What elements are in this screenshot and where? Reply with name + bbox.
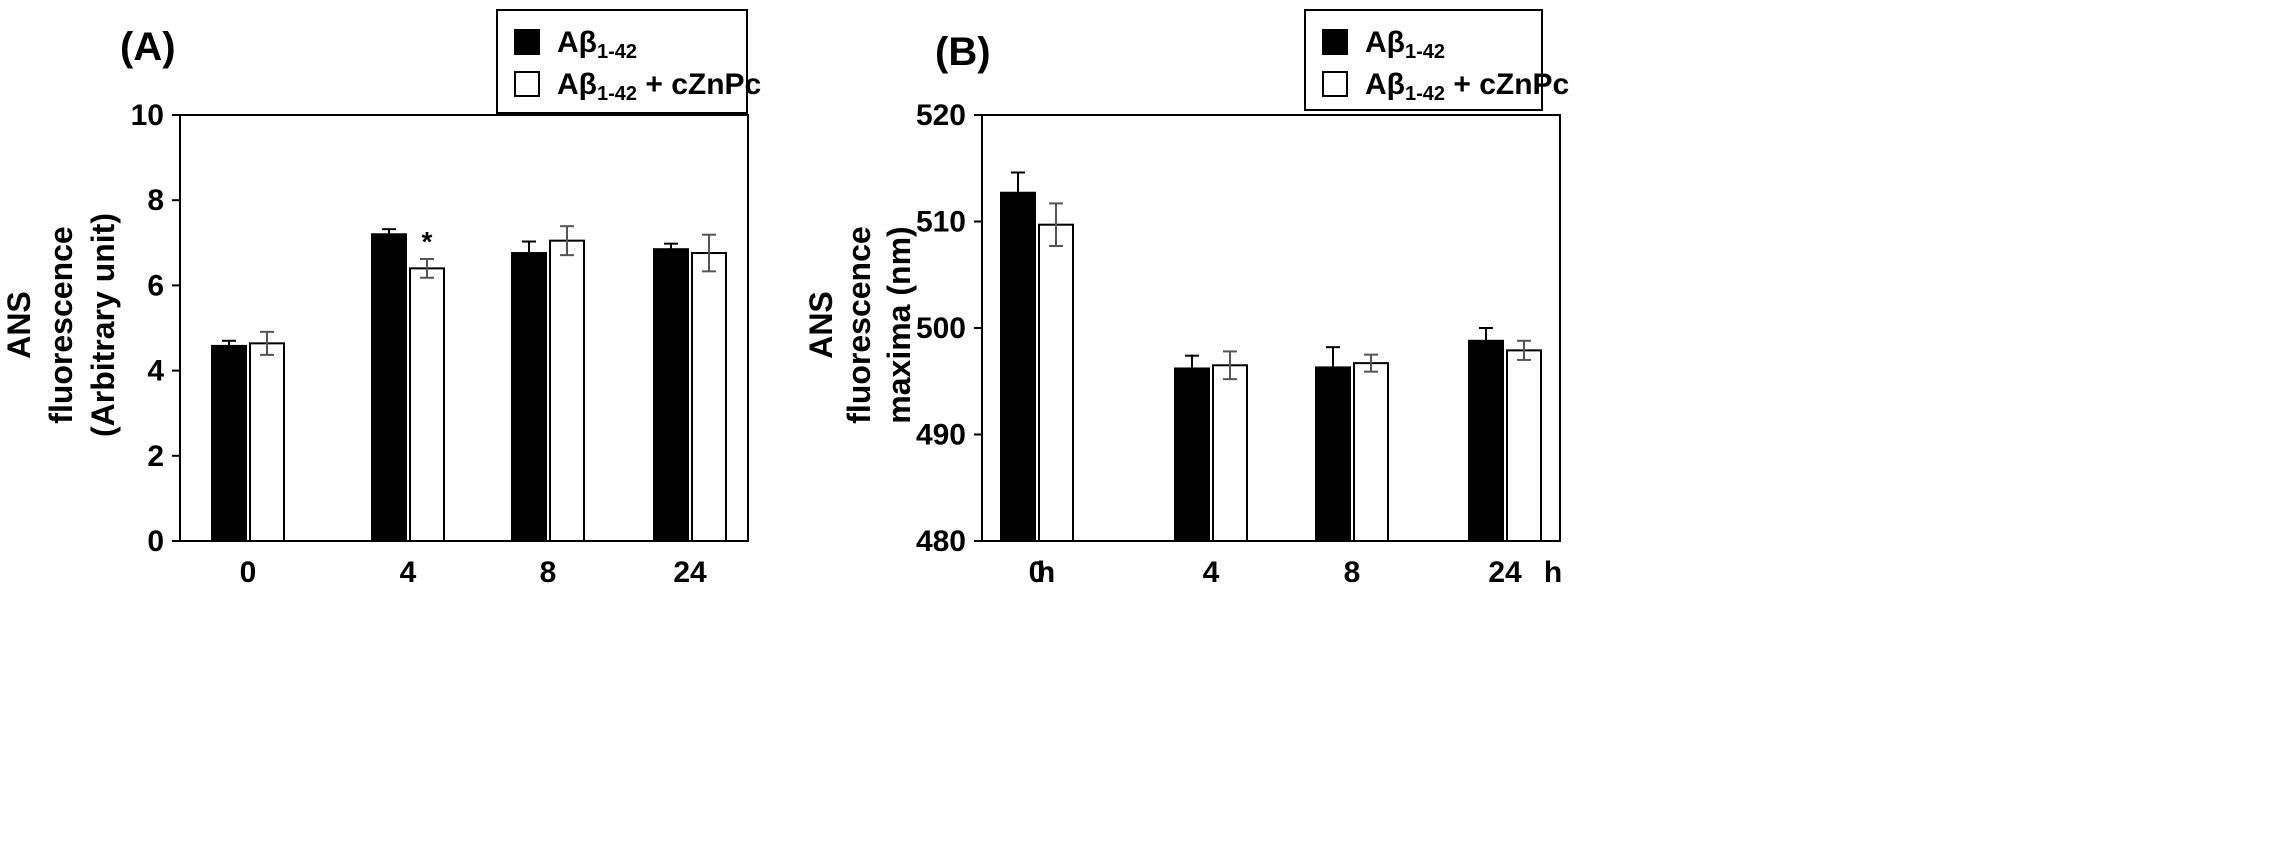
- y-tick-label: 8: [147, 184, 164, 217]
- legend-entry-subscript: 1-42: [597, 83, 637, 105]
- bar-series-2: [1353, 362, 1389, 542]
- legend-entry-main: Aβ: [557, 68, 597, 101]
- x-tick-label: 8: [540, 556, 557, 589]
- y-axis-label-line: (Arbitrary unit): [85, 213, 121, 437]
- bar-series-2: [1506, 349, 1542, 542]
- bar-series-2: [1212, 364, 1248, 542]
- legend-entry-subscript: 1-42: [1405, 41, 1445, 63]
- x-axis-label: h: [1544, 556, 1562, 589]
- y-tick-label: 4: [147, 355, 164, 388]
- bar-series-2: [1038, 223, 1074, 542]
- bar-series-2: [409, 267, 445, 542]
- significance-mark: *: [422, 226, 433, 257]
- legend-swatch-1: [1322, 29, 1348, 55]
- bar-series-1: [1174, 367, 1210, 542]
- y-tick-label: 10: [131, 99, 164, 132]
- y-tick-label: 2: [147, 440, 164, 473]
- x-tick-label: 24: [1488, 556, 1522, 589]
- legend-entry-subscript: 1-42: [1405, 83, 1445, 105]
- panel-label: (B): [935, 30, 991, 74]
- legend-swatch-1: [514, 29, 540, 55]
- bar-series-1: [371, 233, 407, 542]
- legend-entry-rest: + cZnPc: [637, 68, 761, 101]
- y-tick-label: 0: [147, 525, 164, 558]
- legend-entry-2: Aβ1-42 + cZnPc: [1365, 68, 1569, 105]
- legend-entry-2: Aβ1-42 + cZnPc: [557, 68, 761, 105]
- y-axis-label-line: maxima (nm): [881, 226, 917, 423]
- bar-series-1: [653, 248, 689, 542]
- legend-entry-main: Aβ: [557, 26, 597, 59]
- y-tick-label: 510: [916, 206, 966, 239]
- x-tick-label: 4: [400, 556, 417, 589]
- x-tick-label: 24: [673, 556, 707, 589]
- y-tick-label: 520: [916, 99, 966, 132]
- y-axis-label-line: fluorescence: [841, 226, 877, 423]
- legend-entry-main: Aβ: [1365, 26, 1405, 59]
- bar-series-2: [549, 239, 585, 542]
- bar-series-2: [691, 252, 727, 543]
- plot-frame: [179, 114, 749, 542]
- x-axis-label: h: [1037, 556, 1055, 589]
- legend-entry-rest: + cZnPc: [1445, 68, 1569, 101]
- bar-series-1: [1315, 366, 1351, 542]
- x-tick-label: 0: [240, 556, 257, 589]
- legend-entry-1: Aβ1-42: [1365, 26, 1445, 63]
- x-tick-label: 0: [1029, 556, 1046, 589]
- legend-swatch-2: [1322, 71, 1348, 97]
- y-tick-label: 500: [916, 312, 966, 345]
- x-tick-label: 4: [1203, 556, 1220, 589]
- bar-series-1: [511, 252, 547, 543]
- y-axis-label-line: ANS: [803, 291, 839, 359]
- bar-series-1: [1468, 339, 1504, 542]
- panel-label: (A): [120, 25, 176, 69]
- legend-entry-main: Aβ: [1365, 68, 1405, 101]
- bar-series-2: [249, 342, 285, 542]
- legend-entry-1: Aβ1-42: [557, 26, 637, 63]
- y-tick-label: 480: [916, 525, 966, 558]
- legend-swatch-2: [514, 71, 540, 97]
- y-tick-label: 490: [916, 419, 966, 452]
- bar-series-1: [1000, 191, 1036, 542]
- y-axis-label-line: ANS: [1, 291, 37, 359]
- bar-series-1: [211, 344, 247, 542]
- legend-entry-subscript: 1-42: [597, 41, 637, 63]
- y-tick-label: 6: [147, 269, 164, 302]
- y-axis-label-line: fluorescence: [43, 226, 79, 423]
- x-tick-label: 8: [1344, 556, 1361, 589]
